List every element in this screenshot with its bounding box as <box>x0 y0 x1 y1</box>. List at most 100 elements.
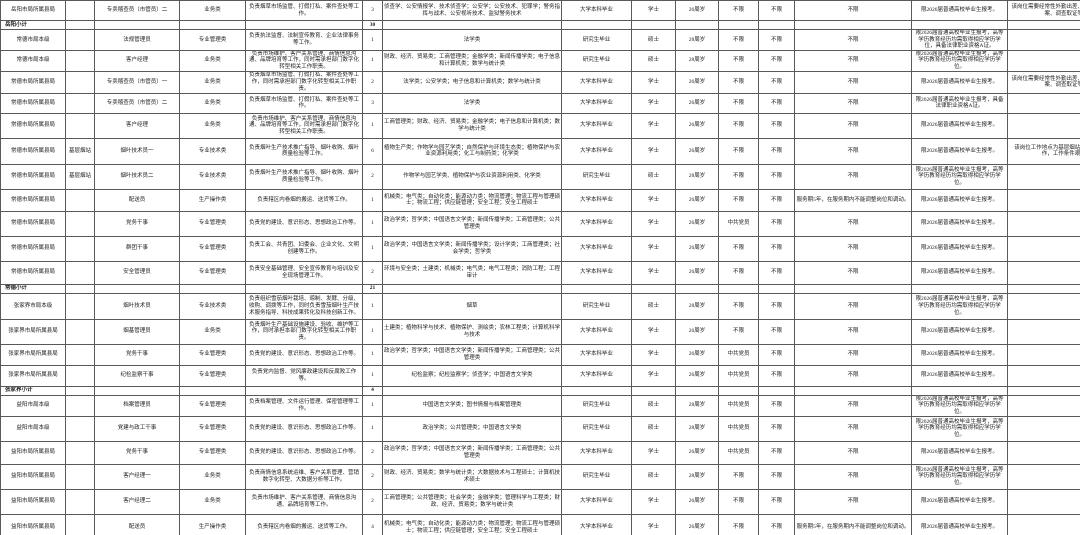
cell: 1 <box>362 49 383 72</box>
cell: 限2026届普通高校毕业生报考，高等学历教育经历均需取得相应学历学位。 <box>911 463 1008 490</box>
cell <box>65 112 95 139</box>
cell: 工商管理类；财政、经济、贸易类；金融学类；电子信息和计算机类；数学与统计类 <box>382 112 562 139</box>
cell <box>1007 463 1080 490</box>
cell: 不限 <box>758 92 795 114</box>
cell: 不限 <box>718 488 759 515</box>
cell: 4 <box>362 513 383 535</box>
cell: 学士 <box>631 92 676 114</box>
cell: 不限 <box>718 49 759 72</box>
cell <box>65 235 95 262</box>
cell: 1 <box>362 112 383 139</box>
cell <box>1007 385 1080 396</box>
cell: 不限 <box>758 163 795 190</box>
cell <box>65 70 95 94</box>
cell: 研究生毕业 <box>561 463 632 490</box>
cell: 硕士 <box>631 463 676 490</box>
cell: 配送员 <box>94 513 180 535</box>
cell: 28周岁 <box>675 292 719 320</box>
cell: 益阳市局所属县局 <box>0 513 66 535</box>
table-row: 益阳市局本级 党建与政工干事 专业管理类 负责党的建设、意识形态、思想政治工作等。 1 政… <box>0 415 1080 442</box>
cell: 26周岁 <box>675 235 719 262</box>
cell: 不限 <box>794 92 912 114</box>
cell: 负责辖区内卷烟的搬运、送货等工作。 <box>245 188 363 212</box>
cell: 限2026届普通高校毕业生报考，高等学历教育经历均需取得相应学历学位。 <box>911 49 1008 72</box>
cell: 基层烟站 <box>65 137 95 165</box>
cell: 不限 <box>758 292 795 320</box>
cell: 负责党的建设、意识形态、思想政治工作等。 <box>245 343 363 366</box>
cell: 26周岁 <box>675 112 719 139</box>
cell: 常德小计 <box>0 283 66 294</box>
cell: 学士 <box>631 440 676 465</box>
cell: 不限 <box>758 49 795 72</box>
cell: 2 <box>362 463 383 490</box>
cell: 烟草 <box>382 292 562 320</box>
cell: 不限 <box>718 318 759 345</box>
cell <box>65 318 95 345</box>
cell: 26周岁 <box>675 343 719 366</box>
cell: 法学类 <box>382 29 562 51</box>
cell <box>65 488 95 515</box>
cell: 专业管理类 <box>179 260 246 285</box>
table-row: 张家界市局所属县局 烟基管理员 业务类 负责烟叶生产基础设施建设、验收、维护等工作，同… <box>0 318 1080 345</box>
cell: 机械类；电气类；自动化类；能源动力类；物流管理；物流工程与管理硕士；物流工程；供… <box>382 188 562 212</box>
cell: 群团干事 <box>94 235 180 262</box>
cell: 不限 <box>794 364 912 387</box>
cell: 环境与安全类；土建类；机械类；电气类；电气工程类；消防工程；工程审计 <box>382 260 562 285</box>
table-row: 张家界市局所属县局 党务干事 专业管理类 负责党的建设、意识形态、思想政治工作等。 1 政… <box>0 343 1080 366</box>
cell: 限2026届普通高校毕业生报考，高等学历教育经历均需取得相应学历学位。 <box>911 394 1008 417</box>
cell <box>1007 49 1080 72</box>
cell: 大学本科毕业 <box>561 440 632 465</box>
cell: 学士 <box>631 210 676 237</box>
cell: 不限 <box>794 260 912 285</box>
cell <box>65 188 95 212</box>
cell: 大学本科毕业 <box>561 137 632 165</box>
cell: 1 <box>362 188 383 212</box>
cell: 常德市局所属县局 <box>0 260 66 285</box>
cell: 常德市局所属县局 <box>0 137 66 165</box>
table-row: 益阳市局所属县局 党务干事 专业管理类 负责党的建设、意识形态、思想政治工作等。 2 政治… <box>0 440 1080 465</box>
cell: 不限 <box>794 488 912 515</box>
cell: 不限 <box>718 235 759 262</box>
cell <box>794 283 912 294</box>
cell: 不限 <box>758 112 795 139</box>
cell: 1 <box>362 292 383 320</box>
cell: 政治学类；中国语言文学类；新闻传播学类；设计学类；工商管理类；社会学类；哲学类 <box>382 235 562 262</box>
cell: 专业管理类 <box>179 210 246 237</box>
cell: 1 <box>362 364 383 387</box>
cell: 26周岁 <box>675 260 719 285</box>
cell: 不限 <box>794 70 912 94</box>
cell: 烟叶技术员一 <box>94 137 180 165</box>
cell: 专业技术类 <box>179 163 246 190</box>
table-row: 常德市局所属县局 安全管理员 专业管理类 负责安全基础管理、安全宣传教育与培训及安全现… <box>0 260 1080 285</box>
cell: 学士 <box>631 343 676 366</box>
cell: 不限 <box>758 235 795 262</box>
cell: 大学本科毕业 <box>561 0 632 21</box>
cell: 专业管理类 <box>179 364 246 387</box>
cell <box>94 385 180 396</box>
cell: 负责烟叶生产基础设施建设、验收、维护等工作，同时承担本部门数字化转型相关工作职责… <box>245 318 363 345</box>
cell: 26周岁 <box>675 318 719 345</box>
cell: 不限 <box>758 0 795 21</box>
cell: 不限 <box>794 0 912 21</box>
cell: 不限 <box>794 49 912 72</box>
cell: 政治学类；哲学类；中国语言文学类；新闻传播学类；工商管理类；公共管理类 <box>382 210 562 237</box>
cell: 不限 <box>758 318 795 345</box>
cell: 不限 <box>758 488 795 515</box>
cell: 专业技术类 <box>179 292 246 320</box>
cell: 客户经理 <box>94 49 180 72</box>
cell <box>1007 415 1080 442</box>
cell: 26周岁 <box>675 364 719 387</box>
cell: 限2026届普通高校毕业生报考。 <box>911 188 1008 212</box>
cell <box>631 283 676 294</box>
cell: 张家界市局所属县局 <box>0 343 66 366</box>
cell <box>561 385 632 396</box>
cell <box>65 292 95 320</box>
cell <box>65 364 95 387</box>
cell <box>1007 235 1080 262</box>
cell: 研究生毕业 <box>561 49 632 72</box>
cell: 大学本科毕业 <box>561 488 632 515</box>
cell: 不限 <box>718 112 759 139</box>
cell <box>675 283 719 294</box>
cell: 客户经理一 <box>94 463 180 490</box>
